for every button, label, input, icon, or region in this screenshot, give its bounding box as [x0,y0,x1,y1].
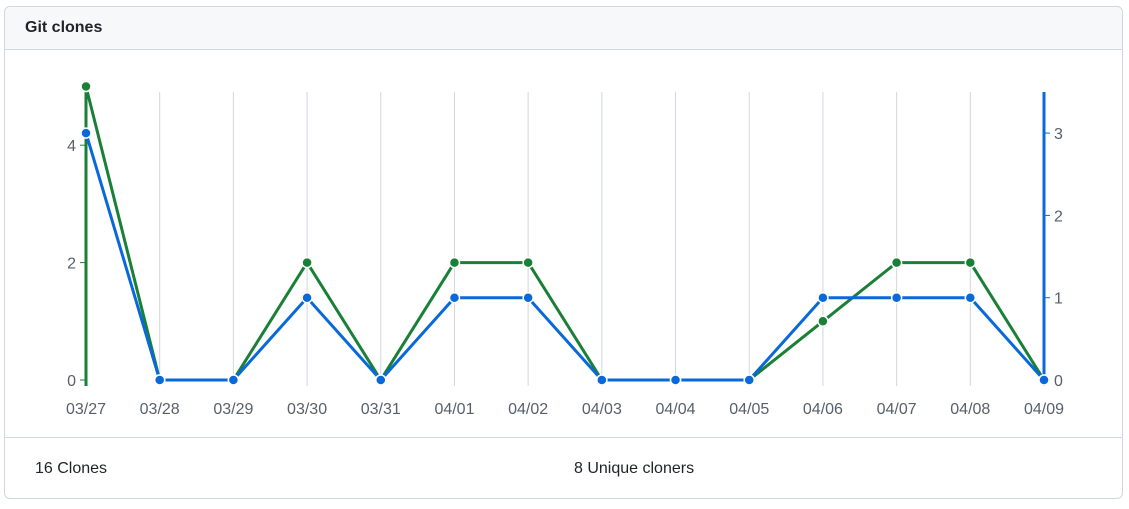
x-axis-tick-label: 04/04 [656,401,696,418]
right-axis-tick-label: 1 [1054,291,1063,308]
data-point-unique-cloners [964,291,977,304]
data-point-clones [80,80,92,93]
chart-area: 0 2 4 0 1 2 3 03/27 03/28 03/29 03/30 03/31 04/01 04/… [5,50,1122,437]
x-axis-tick-label: 04/06 [803,401,843,418]
left-axis-tick-label: 2 [67,256,76,273]
x-axis-tick-label: 04/01 [434,401,474,418]
data-point-unique-cloners [743,374,755,386]
x-axis-tick-label: 04/07 [877,401,917,418]
x-axis-tick-label: 03/28 [140,401,180,418]
x-axis-tick-label: 04/05 [729,401,769,418]
unique-cloners-count: 8 Unique cloners [574,460,695,477]
panel-footer: 16 Clones 8 Unique cloners [5,437,1122,498]
data-point-unique-cloners [448,291,461,304]
x-axis-tick-label: 04/03 [582,401,622,418]
right-axis-tick-label: 0 [1054,373,1063,390]
left-axis-tick-label: 4 [67,138,76,155]
data-point-unique-cloners [80,127,92,139]
x-axis-tick-label: 04/02 [508,401,548,418]
series-line-unique-cloners [84,132,1046,382]
data-point-clones [964,256,977,269]
data-point-unique-cloners [522,291,534,304]
left-axis-tick-label: 0 [67,373,76,390]
x-axis-tick-label: 04/09 [1024,401,1064,418]
right-axis-tick-label: 2 [1054,208,1063,225]
data-point-clones [522,256,534,269]
data-point-clones [890,256,903,269]
x-axis-tick-label: 04/08 [950,401,990,418]
x-axis-tick-label: 03/31 [361,401,401,418]
x-axis-tick-label: 03/29 [213,401,253,418]
x-axis-tick-label: 03/30 [287,401,327,418]
data-point-unique-cloners [1038,374,1050,386]
data-point-unique-cloners [890,291,903,304]
panel-title: Git clones [25,19,103,36]
right-axis-tick-label: 3 [1054,126,1063,143]
data-point-clones [817,315,829,328]
data-point-unique-cloners [227,374,240,386]
clones-count: 16 Clones [35,460,108,477]
data-point-unique-cloners [301,291,313,304]
data-point-unique-cloners [153,374,166,386]
x-axis-tick-label: 03/27 [66,401,106,418]
data-point-clones [448,256,461,269]
data-point-unique-cloners [375,374,387,386]
data-point-unique-cloners [596,374,608,386]
series-line-clones [84,86,1046,382]
data-point-unique-cloners [669,374,682,386]
git-clones-panel: Git clones 0 2 4 0 1 2 3 03/27 03/28 03/29 03/30 03… [4,6,1123,499]
data-point-unique-cloners [817,291,829,304]
clones-chart: 0 2 4 0 1 2 3 03/27 03/28 03/29 03/30 03/31 04/01 04/… [66,80,1064,418]
data-point-clones [301,256,313,269]
panel-header: Git clones [5,7,1122,50]
